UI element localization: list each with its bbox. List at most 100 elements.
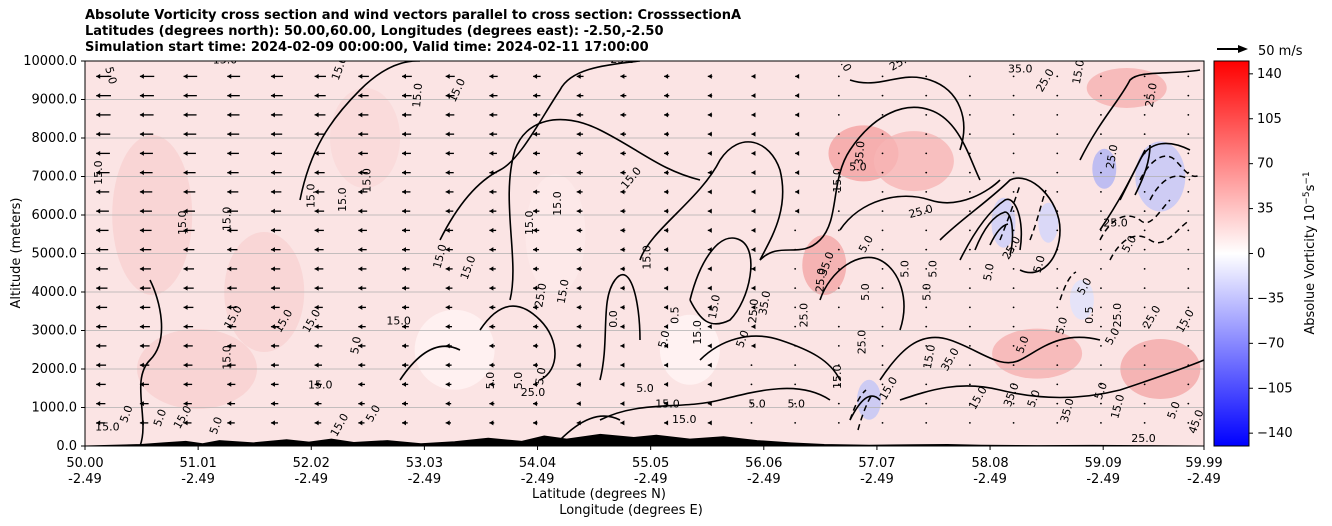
contour-line [849,76,965,151]
contour-label: 35.0 [852,140,867,166]
wind-vector-dot [925,268,928,270]
x-tick-label-lon: -2.49 [747,472,781,487]
contour-label: 5.0 [636,382,654,395]
wind-vector-head [358,208,363,214]
wind-vector-head [795,208,800,214]
wind-vector-dot [1143,75,1146,78]
contour-line [599,387,831,421]
wind-vector-head [183,131,188,137]
vorticity-patch [802,235,847,296]
wind-vector-head [664,189,669,195]
vorticity-patch [1038,202,1059,243]
contour-line [689,237,752,325]
quiver-key-label: 50 m/s [1258,44,1303,59]
wind-vector-dot [925,94,928,97]
wind-vector-head [314,170,319,176]
wind-vector-dot [925,306,928,309]
x-tick-label-lat: 50.00 [66,456,103,471]
wind-vector-head [751,285,756,291]
wind-vector-dot [750,402,753,405]
wind-vector-dot [925,345,928,347]
wind-vector-head [183,401,188,407]
wind-vector-dot [1143,345,1146,347]
contour-line [139,279,163,446]
contour-label: 5.0 [926,260,939,278]
x-axis: 50.00-2.4951.01-2.4952.02-2.4953.03-2.49… [66,446,1223,487]
contour-label: 5.0 [1031,254,1048,274]
contour-label: 15.0 [305,184,318,209]
wind-vector-head [358,189,363,195]
wind-vector-dot [837,402,840,405]
wind-vector-dot [1143,402,1146,405]
wind-vector-dot [1187,268,1190,270]
wind-vector-dot [968,422,971,424]
wind-vector-dot [1187,345,1190,347]
contour-label: 15.0 [672,413,697,426]
contour-label: 15.0 [221,207,234,232]
wind-vector-head [620,343,625,349]
wind-vector-head [314,112,319,118]
wind-vector-head [445,112,450,118]
contour-label: 5.0 [859,283,872,301]
contour-label: 15.0 [336,187,349,212]
contour-label: 5.0 [656,329,673,349]
contour-label: 5.0 [898,260,911,278]
x-tick-label-lon: -2.49 [634,472,668,487]
wind-vector-head [401,266,406,272]
terrain-silhouette [85,433,1204,446]
contour-label: 15.0 [95,421,120,434]
wind-vector-head [664,285,669,291]
contour-label: 5.0 [484,372,497,390]
wind-vector-head [401,324,406,330]
wind-vector-head [445,285,450,291]
contour-line-negative [1139,155,1201,181]
wind-vector-dot [794,422,797,424]
wind-vector-head [445,93,450,99]
vorticity-patch [1069,279,1094,320]
wind-vector-dot [837,248,840,251]
wind-vector-head [751,247,756,253]
wind-vector-dot [837,325,840,328]
wind-vector-dot [1100,152,1102,155]
colorbar-tick-label: −35 [1257,291,1284,306]
x-tick-label-lat: 56.06 [745,456,782,471]
wind-vector-head [227,304,232,310]
wind-vector-head [358,343,363,349]
wind-vector-dot [1187,94,1190,97]
wind-vector-dot [968,306,971,309]
wind-vector-head [401,362,406,368]
y-tick-label: 7000.0 [32,170,78,185]
wind-vector-dot [794,306,797,309]
wind-vector-head [751,73,756,79]
wind-vector-dot [1187,210,1190,213]
wind-vector-head [139,247,144,253]
y-tick-label: 3000.0 [32,324,78,339]
wind-vector-dot [794,287,797,290]
wind-vector-head [96,401,101,407]
wind-vector-head [183,266,188,272]
wind-vector-head [533,73,538,79]
wind-vector-head [358,73,363,79]
wind-vector-dot [1056,114,1059,116]
wind-vector-head [401,93,406,99]
wind-vector-head [183,324,188,330]
wind-vector-dot [925,383,928,386]
wind-vector-head [270,170,275,176]
wind-vector-head [139,401,144,407]
colorbar-tick-label: 140 [1257,67,1282,82]
y-tick-label: 4000.0 [32,285,78,300]
x-tick-label-lat: 54.04 [519,456,556,471]
wind-vector-head [576,381,581,387]
wind-vector-dot [968,114,971,116]
contour-label: 15.0 [386,315,411,328]
wind-vector-dot [794,248,797,251]
wind-vector-dot [1056,402,1059,405]
x-tick-label-lat: 59.09 [1085,456,1122,471]
wind-vector-head [183,73,188,79]
wind-vector-dot [968,248,971,251]
wind-vector-head [270,420,275,426]
contour-label: 0.5 [1083,306,1096,324]
contour-line [599,273,641,381]
wind-vector-dot [1100,268,1102,270]
